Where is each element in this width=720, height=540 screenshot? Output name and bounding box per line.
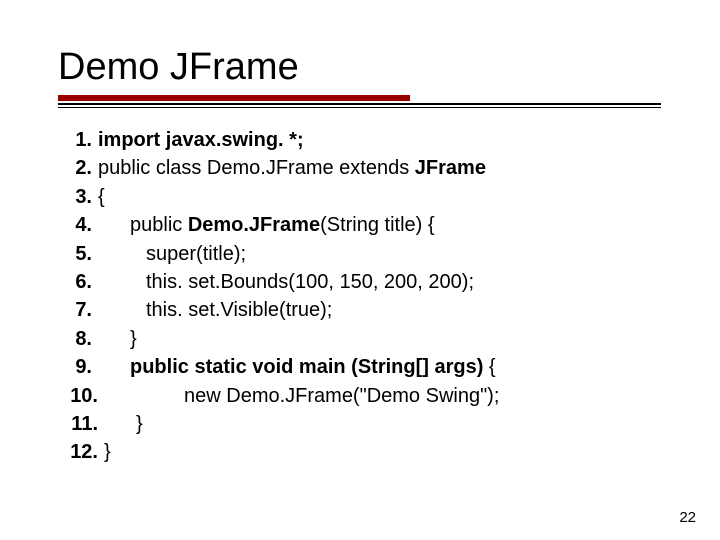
- rule-line: [58, 103, 661, 105]
- line-content: new Demo.JFrame("Demo Swing");: [104, 382, 499, 410]
- line-number: 4.: [58, 211, 98, 239]
- title-underline: [58, 95, 662, 108]
- code-line: 8.}: [58, 325, 662, 353]
- line-number: 12.: [58, 438, 104, 466]
- line-number: 8.: [58, 325, 98, 353]
- code-line: 10.new Demo.JFrame("Demo Swing");: [58, 382, 662, 410]
- code-line: 1.import javax.swing. *;: [58, 126, 662, 154]
- code-line: 2.public class Demo.JFrame extends JFram…: [58, 154, 662, 182]
- line-content: public static void main (String[] args) …: [98, 353, 496, 381]
- slide-title: Demo JFrame: [58, 46, 662, 89]
- code-line: 6.this. set.Bounds(100, 150, 200, 200);: [58, 268, 662, 296]
- line-content: import javax.swing. *;: [98, 126, 304, 154]
- line-content: }: [98, 325, 137, 353]
- line-number: 1.: [58, 126, 98, 154]
- code-line: 7.this. set.Visible(true);: [58, 296, 662, 324]
- line-number: 11.: [58, 410, 104, 438]
- line-content: {: [98, 183, 105, 211]
- line-content: }: [104, 410, 143, 438]
- code-line: 9.public static void main (String[] args…: [58, 353, 662, 381]
- line-number: 7.: [58, 296, 98, 324]
- line-number: 2.: [58, 154, 98, 182]
- line-content: super(title);: [98, 240, 246, 268]
- line-number: 6.: [58, 268, 98, 296]
- page-number: 22: [679, 509, 696, 526]
- line-number: 9.: [58, 353, 98, 381]
- slide: Demo JFrame 1.import javax.swing. *;2.pu…: [0, 0, 720, 540]
- line-content: }: [104, 438, 111, 466]
- accent-bar: [58, 95, 410, 101]
- code-line: 3.{: [58, 183, 662, 211]
- line-number: 3.: [58, 183, 98, 211]
- code-line: 11.}: [58, 410, 662, 438]
- line-number: 5.: [58, 240, 98, 268]
- rule-line: [58, 107, 661, 108]
- line-content: this. set.Bounds(100, 150, 200, 200);: [98, 268, 474, 296]
- line-number: 10.: [58, 382, 104, 410]
- code-block: 1.import javax.swing. *;2.public class D…: [58, 126, 662, 467]
- line-content: this. set.Visible(true);: [98, 296, 332, 324]
- line-content: public Demo.JFrame(String title) {: [98, 211, 435, 239]
- code-line: 4.public Demo.JFrame(String title) {: [58, 211, 662, 239]
- code-line: 12.}: [58, 438, 662, 466]
- line-content: public class Demo.JFrame extends JFrame: [98, 154, 486, 182]
- code-line: 5.super(title);: [58, 240, 662, 268]
